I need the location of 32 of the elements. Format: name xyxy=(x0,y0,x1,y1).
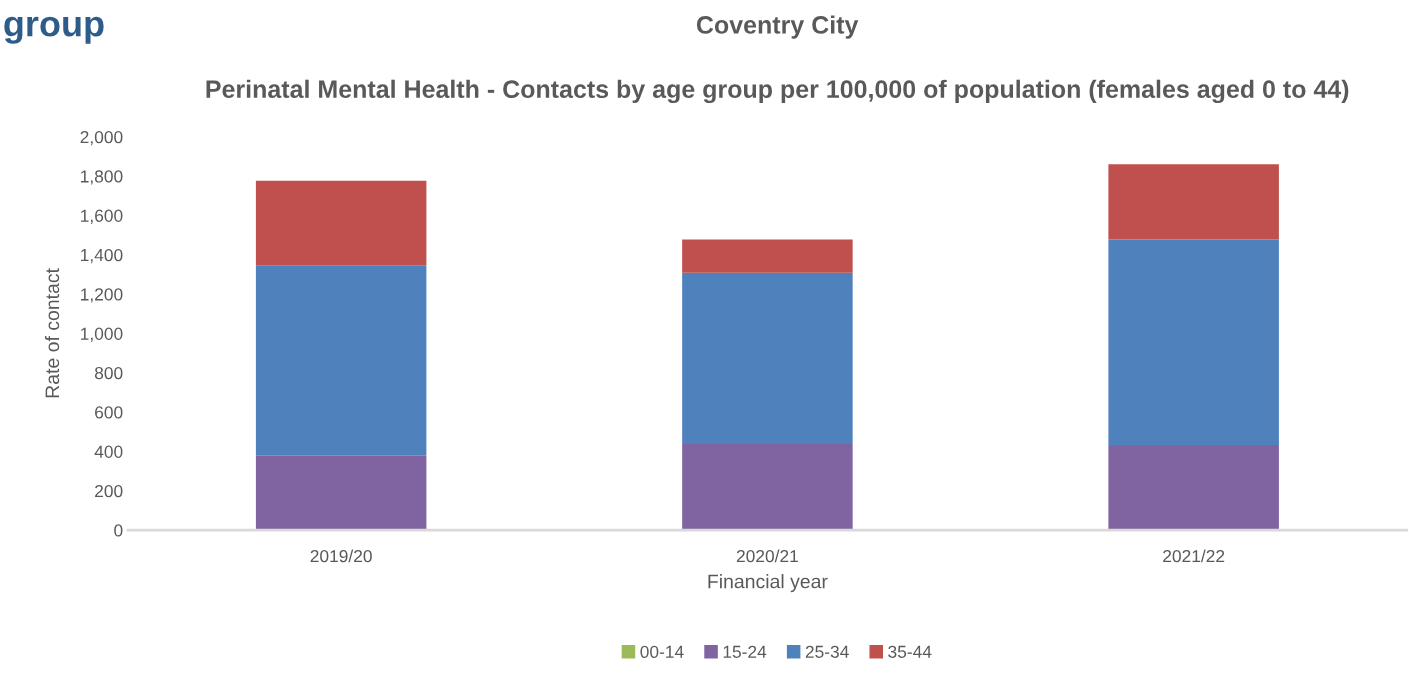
legend-label: 15-24 xyxy=(723,645,767,658)
bar xyxy=(255,455,427,531)
bar xyxy=(682,443,853,531)
x-tick-label: 2019/20 xyxy=(310,549,372,563)
y-tick-label: 800 xyxy=(94,366,123,380)
bar xyxy=(682,239,853,273)
legend-label: 35-44 xyxy=(888,645,932,658)
bar xyxy=(1108,444,1279,531)
x-axis-title: Financial year xyxy=(708,574,828,593)
x-tick-label: 2021/22 xyxy=(1163,549,1225,563)
bar xyxy=(255,180,427,266)
x-tick-label: 2020/21 xyxy=(736,549,798,563)
y-tick-label: 400 xyxy=(94,445,123,458)
chart-title: Coventry City xyxy=(696,15,859,39)
text: group xyxy=(4,16,104,44)
y-tick-label: 0 xyxy=(114,524,123,537)
legend-label: 25-34 xyxy=(805,645,849,658)
y-tick-label: 1,200 xyxy=(81,288,123,303)
bar xyxy=(1108,239,1279,445)
bar xyxy=(255,265,427,456)
y-tick-label: 200 xyxy=(95,484,123,498)
y-axis-title: Rate of contact xyxy=(44,268,60,398)
legend-label: 00-14 xyxy=(640,645,684,658)
chart-subtitle: Perinatal Mental Health - Contacts by age group per 100,000 of population (females aged 0 to 44) xyxy=(206,79,1349,104)
bar xyxy=(1108,164,1279,240)
y-tick-label: 600 xyxy=(95,406,123,419)
bar xyxy=(682,272,853,444)
y-tick-label: 2,000 xyxy=(80,130,123,146)
y-tick-label: 1,400 xyxy=(81,248,123,264)
y-tick-label: 1,600 xyxy=(81,209,123,224)
y-tick-label: 1,800 xyxy=(81,170,123,185)
y-tick-label: 1,000 xyxy=(81,327,123,342)
